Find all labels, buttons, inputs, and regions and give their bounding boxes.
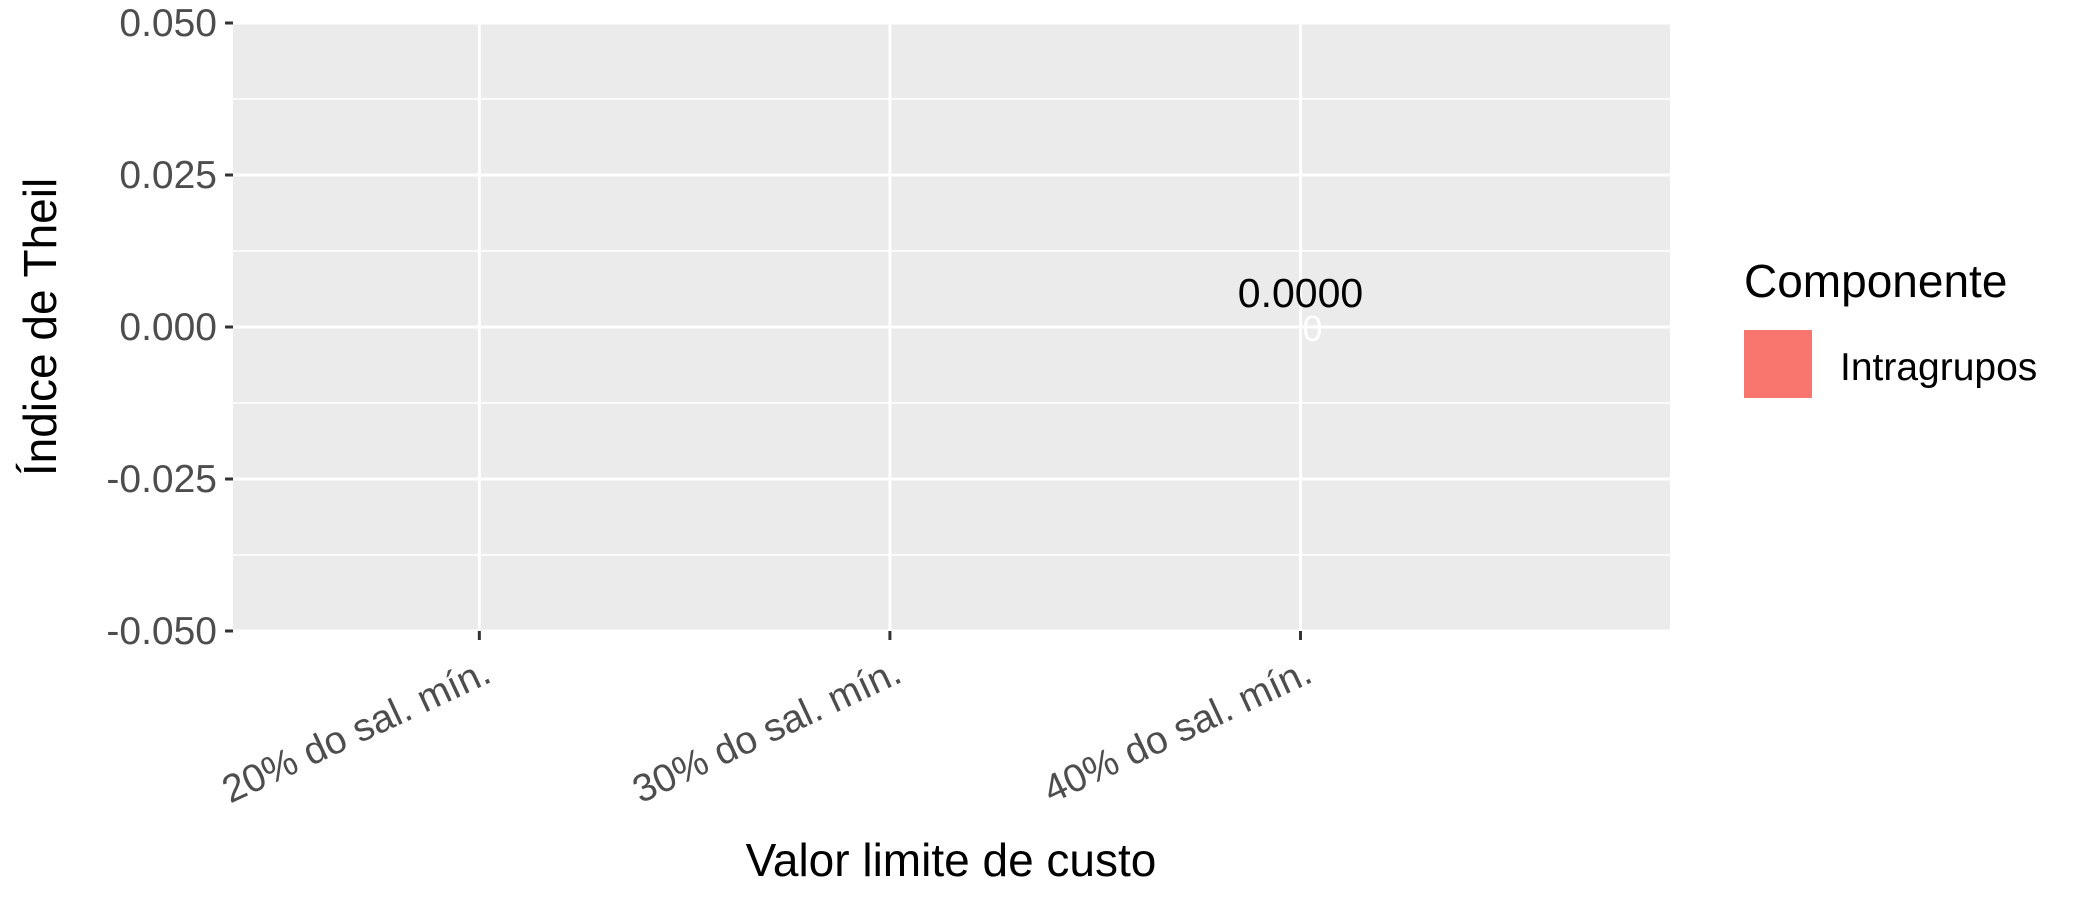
y-axis: 0.050 0.025 0.000 -0.025 -0.050 (106, 2, 233, 653)
legend: Componente Intragrupos (1744, 255, 2037, 398)
y-tick-label: -0.050 (106, 610, 217, 653)
minor-gridlines (233, 98, 1670, 556)
bar-labels: 00.0000 (1238, 270, 1363, 349)
bar-total-label: 0.0000 (1238, 270, 1363, 316)
legend-key-intragrupos (1744, 330, 1812, 398)
y-tick-label: 0.025 (119, 154, 217, 197)
x-axis: 20% do sal. mín. 30% do sal. mín. 40% do s… (216, 631, 1318, 812)
x-tick-label: 30% do sal. mín. (626, 650, 907, 812)
x-axis-title: Valor limite de custo (746, 834, 1157, 886)
bar-inner-label: 0 (1302, 308, 1322, 349)
y-axis-title: Índice de Theil (14, 178, 66, 476)
legend-label-intragrupos: Intragrupos (1840, 346, 2037, 389)
x-tick-label: 20% do sal. mín. (216, 650, 497, 812)
x-tick-label: 40% do sal. mín. (1037, 650, 1318, 812)
legend-title: Componente (1744, 255, 2007, 307)
y-tick-label: 0.050 (119, 2, 217, 45)
y-tick-label: 0.000 (119, 306, 217, 349)
major-gridlines (233, 21, 1670, 633)
y-tick-label: -0.025 (106, 458, 217, 501)
